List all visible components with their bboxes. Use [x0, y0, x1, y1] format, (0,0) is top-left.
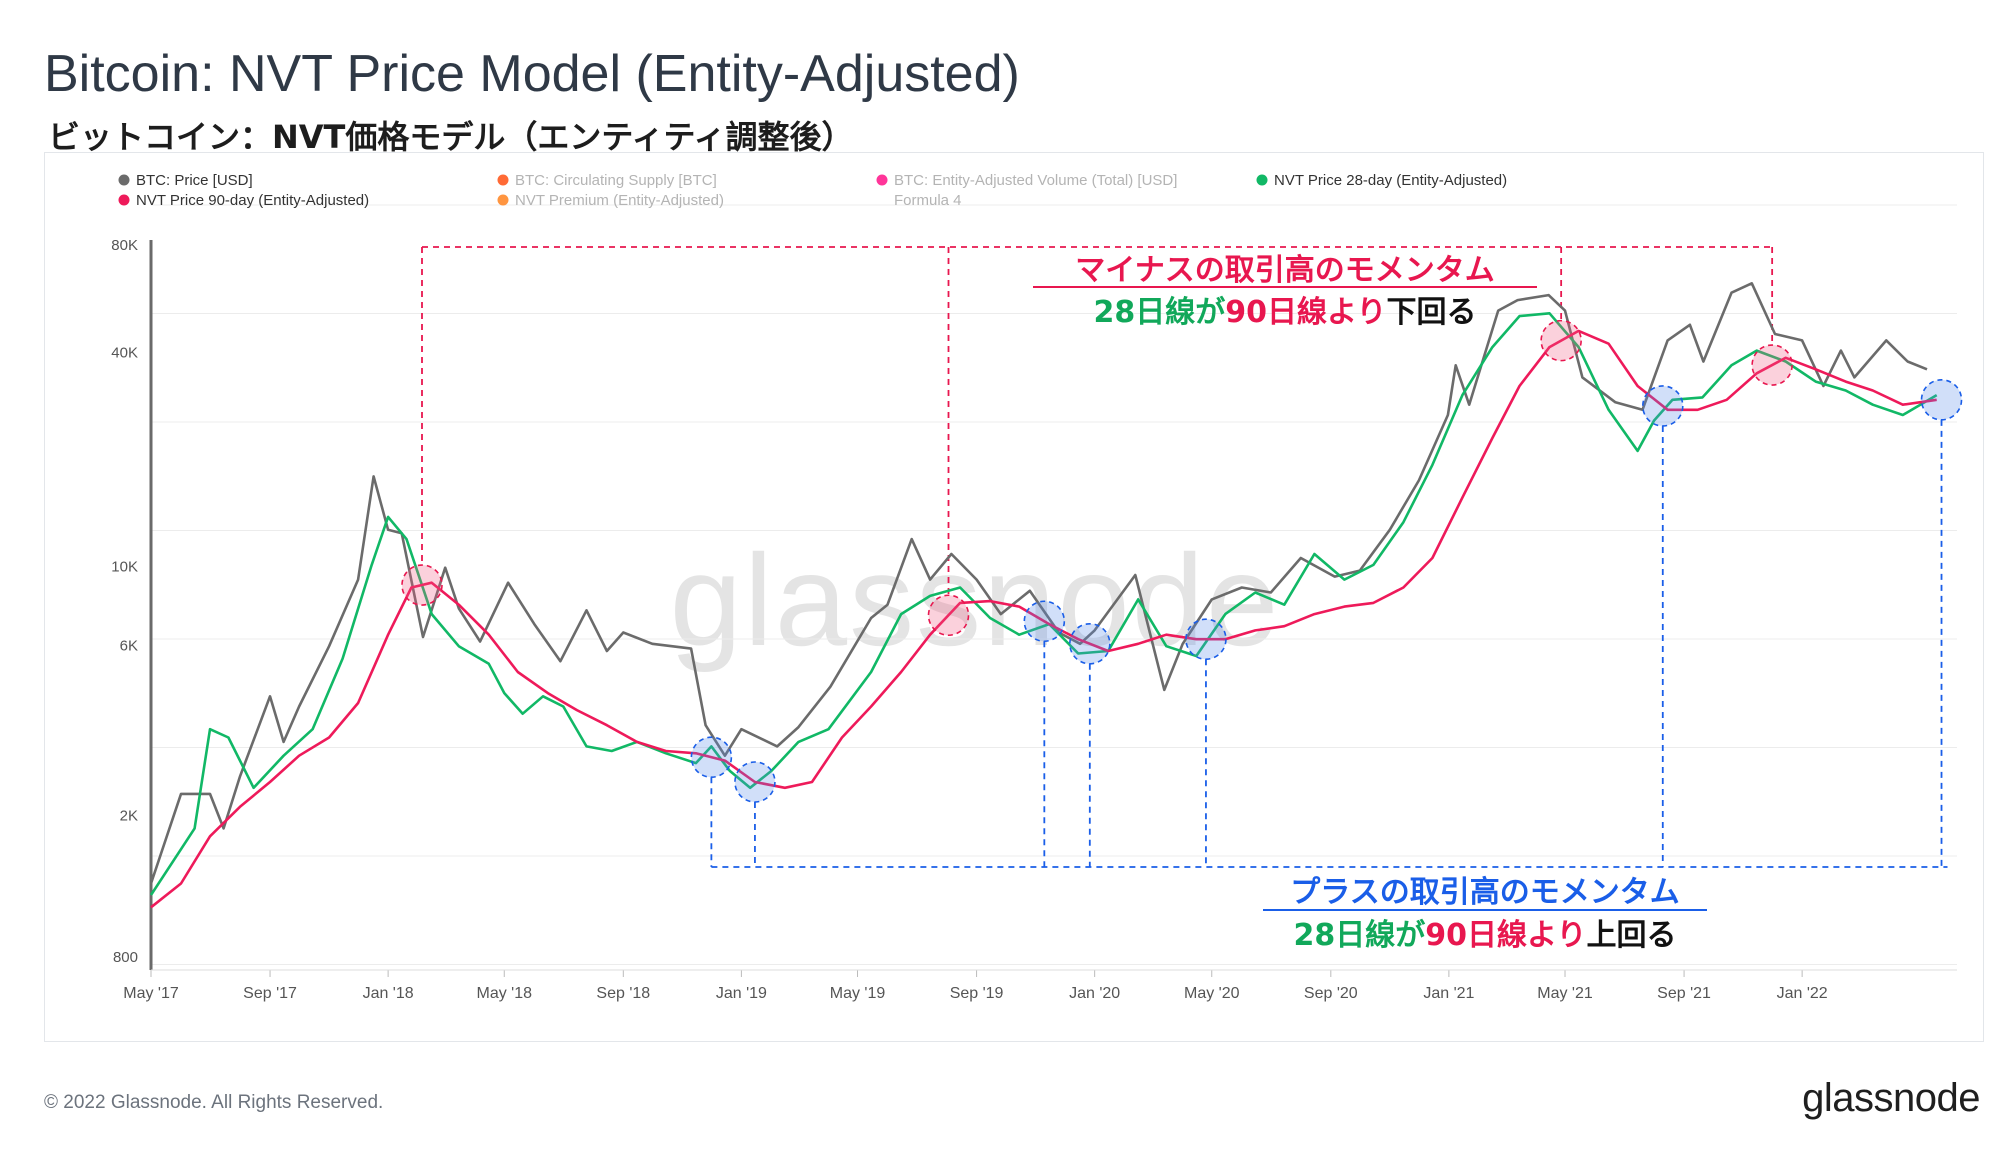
negative-crossover-marker [401, 564, 443, 606]
neg-90day-label: 90日線より [1225, 295, 1386, 330]
x-tick-label: Sep '17 [243, 985, 297, 1002]
y-tick-label: 800 [113, 949, 138, 966]
positive-annotation-title: プラスの取引高のモメンタム [1290, 875, 1679, 910]
copyright-text: © 2022 Glassnode. All Rights Reserved. [44, 1092, 384, 1113]
legend-label: Formula 4 [894, 192, 962, 209]
brand-logo: glassnode [1802, 1076, 1980, 1120]
x-tick-label: May '18 [476, 985, 532, 1002]
neg-28day-label: 28日線が [1094, 295, 1226, 330]
neg-direction-label: 下回る [1386, 295, 1476, 330]
x-tick-label: Sep '21 [1657, 985, 1711, 1002]
pos-direction-label: 上回る [1586, 918, 1676, 953]
legend-label: NVT Price 28-day (Entity-Adjusted) [1274, 172, 1507, 189]
negative-annotation-title: マイナスの取引高のモメンタム [1075, 253, 1494, 288]
legend-label: BTC: Price [USD] [136, 172, 253, 189]
y-tick-label: 40K [111, 344, 138, 361]
x-tick-label: Jan '18 [363, 985, 414, 1002]
x-tick-label: May '17 [123, 985, 179, 1002]
x-tick-label: Jan '19 [716, 985, 767, 1002]
page-subtitle: ビットコイン：NVT価格モデル（エンティティ調整後） [48, 118, 854, 156]
positive-crossover-marker [734, 761, 776, 803]
legend-marker [876, 174, 888, 186]
legend-marker [118, 174, 130, 186]
legend-marker [497, 194, 509, 206]
nvt-28day-line [149, 312, 1938, 896]
negative-annotation: マイナスの取引高のモメンタム 28日線が90日線より下回る [1033, 253, 1537, 330]
x-axis-ticks: May '17 Sep '17 Jan '18 May '18 Sep '18 Jan '… [123, 970, 1828, 1002]
positive-crossover-marker [1920, 379, 1963, 421]
series-lines [149, 282, 1938, 909]
pos-90day-label: 90日線より [1425, 918, 1586, 953]
x-tick-label: Sep '19 [950, 985, 1004, 1002]
legend-marker [1256, 174, 1268, 186]
y-tick-label: 10K [111, 559, 138, 576]
positive-annotation-subtitle: 28日線が90日線より上回る [1294, 918, 1677, 953]
y-tick-label: 6K [120, 638, 138, 655]
legend-label: NVT Price 90-day (Entity-Adjusted) [136, 192, 369, 209]
x-tick-label: Jan '20 [1069, 985, 1120, 1002]
positive-crossover-marker [1069, 622, 1111, 665]
y-axis-ticks: 800 2K 6K 10K 40K 80K [111, 237, 138, 966]
y-tick-label: 80K [111, 237, 138, 254]
positive-crossover-marker [1023, 600, 1066, 643]
nvt-90day-line [150, 329, 1937, 909]
positive-annotation: プラスの取引高のモメンタム 28日線が90日線より上回る [1263, 875, 1707, 953]
legend-marker [497, 174, 509, 186]
legend-label: BTC: Entity-Adjusted Volume (Total) [USD… [894, 172, 1177, 189]
x-tick-label: Jan '22 [1777, 985, 1828, 1002]
x-tick-label: May '20 [1184, 985, 1240, 1002]
negative-crossover-marker [927, 594, 970, 637]
chart-panel [44, 152, 1984, 1042]
legend-marker [118, 194, 130, 206]
watermark: glassnode [670, 527, 1281, 673]
page-title: Bitcoin: NVT Price Model (Entity-Adjuste… [44, 45, 1020, 103]
x-tick-label: May '19 [830, 985, 886, 1002]
legend-label: BTC: Circulating Supply [BTC] [515, 172, 717, 189]
positive-crossover-marker [690, 736, 733, 779]
crossover-guides [421, 246, 1948, 868]
negative-crossover-marker [1751, 344, 1793, 386]
x-tick-label: May '21 [1537, 985, 1593, 1002]
price-line [149, 282, 1928, 884]
positive-crossover-marker [1641, 385, 1684, 427]
crossover-markers [401, 319, 1963, 803]
x-tick-label: Sep '20 [1304, 985, 1358, 1002]
legend-label: NVT Premium (Entity-Adjusted) [515, 192, 724, 209]
negative-crossover-marker [1540, 319, 1582, 362]
positive-crossover-marker [1185, 618, 1227, 661]
negative-annotation-subtitle: 28日線が90日線より下回る [1094, 295, 1477, 330]
pos-28day-label: 28日線が [1294, 918, 1426, 953]
x-tick-label: Sep '18 [596, 985, 650, 1002]
grid-lines [151, 204, 1957, 965]
x-tick-label: Jan '21 [1423, 985, 1474, 1002]
legend: BTC: Price [USD] BTC: Circulating Supply … [118, 172, 1507, 209]
y-tick-label: 2K [120, 807, 138, 824]
